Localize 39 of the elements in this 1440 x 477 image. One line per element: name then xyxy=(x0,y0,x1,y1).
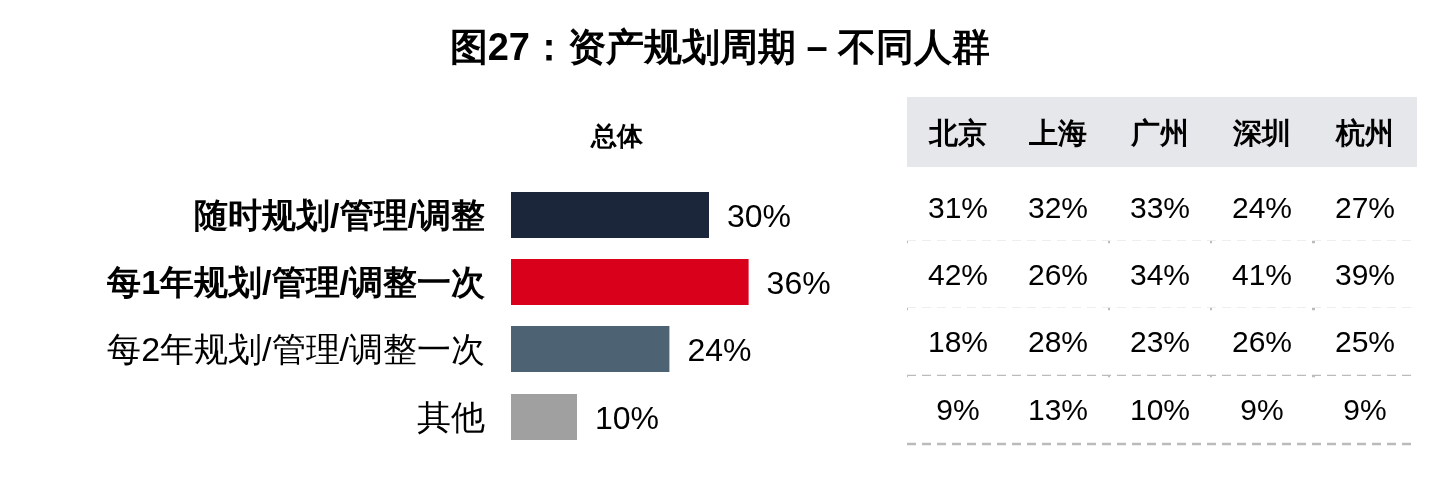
x-tick-label: 深圳 xyxy=(1232,117,1291,149)
data-label: 25% xyxy=(1334,325,1396,358)
x-tick-label: 北京 xyxy=(928,117,987,149)
data-label: 34% xyxy=(1129,258,1191,291)
chart-title: 图27：资产规划周期 – 不同人群 xyxy=(449,26,991,68)
data-label: 13% xyxy=(1027,393,1089,426)
data-label: 24% xyxy=(687,332,752,368)
data-label: 39% xyxy=(1334,258,1396,291)
x-tick-label: 上海 xyxy=(1028,117,1087,149)
data-label: 9% xyxy=(1343,393,1387,426)
bar xyxy=(511,192,709,238)
y-tick-label: 其他 xyxy=(417,398,485,436)
data-label: 33% xyxy=(1129,191,1191,224)
data-label: 24% xyxy=(1231,191,1293,224)
data-label: 27% xyxy=(1334,191,1396,224)
y-tick-label: 随时规划/管理/调整 xyxy=(194,196,485,234)
data-label: 26% xyxy=(1231,325,1293,358)
data-label: 10% xyxy=(595,400,660,436)
data-label: 28% xyxy=(1027,325,1089,358)
data-label: 9% xyxy=(1240,393,1284,426)
data-label: 31% xyxy=(927,191,989,224)
data-label: 23% xyxy=(1129,325,1191,358)
x-tick-label: 杭州 xyxy=(1335,117,1394,149)
bar xyxy=(511,326,670,372)
data-label: 32% xyxy=(1027,191,1089,224)
bar xyxy=(511,394,577,440)
x-tick-label: 广州 xyxy=(1130,117,1189,149)
data-label: 26% xyxy=(1027,258,1089,291)
data-label: 30% xyxy=(727,198,792,234)
data-label: 41% xyxy=(1231,258,1293,291)
data-label: 18% xyxy=(927,325,989,358)
y-tick-label: 每2年规划/管理/调整一次 xyxy=(107,330,485,368)
bar xyxy=(511,259,749,305)
y-tick-label: 每1年规划/管理/调整一次 xyxy=(106,263,485,301)
data-label: 36% xyxy=(766,265,831,301)
data-label: 42% xyxy=(927,258,989,291)
chart-subtitle: 总体 xyxy=(590,121,644,151)
data-label: 10% xyxy=(1129,393,1191,426)
data-label: 9% xyxy=(936,393,980,426)
